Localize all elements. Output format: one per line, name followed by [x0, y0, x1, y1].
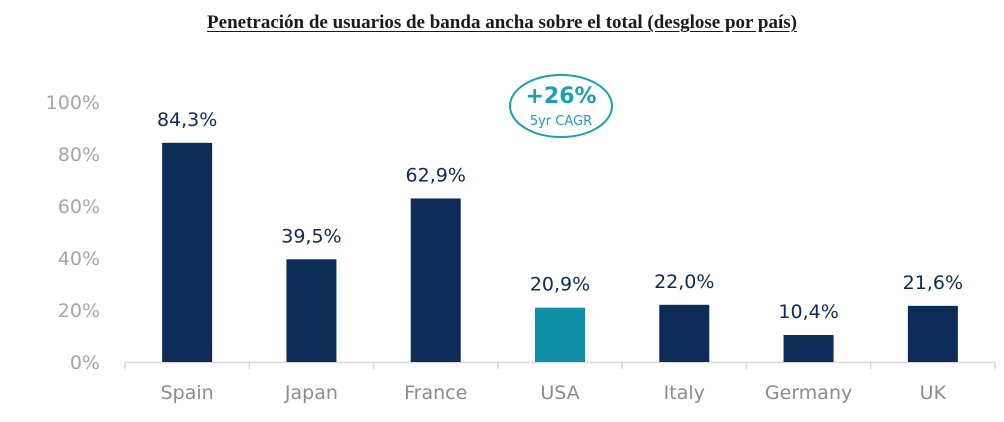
category-label-germany: Germany: [765, 382, 852, 404]
cagr-callout-value: +26%: [525, 84, 596, 109]
category-label-italy: Italy: [664, 382, 705, 404]
y-tick-label: 20%: [58, 300, 100, 322]
bar-japan: [286, 259, 337, 362]
data-label-italy: 22,0%: [654, 271, 714, 293]
cagr-callout-ellipse: [509, 74, 613, 138]
x-axis-tick-marks: [124, 362, 996, 369]
bar-spain: [162, 142, 213, 362]
bar-uk: [907, 305, 958, 362]
bar-france: [410, 198, 461, 362]
data-label-japan: 39,5%: [281, 225, 341, 247]
category-label-usa: USA: [540, 382, 579, 404]
y-axis-ticks: 0% 20% 40% 60% 80% 100%: [46, 92, 100, 374]
cagr-callout-caption: 5yr CAGR: [530, 114, 592, 129]
data-label-spain: 84,3%: [157, 109, 217, 131]
y-tick-label: 100%: [46, 92, 100, 114]
category-label-france: France: [404, 382, 467, 404]
y-tick-label: 40%: [58, 248, 100, 270]
category-label-japan: Japan: [284, 382, 338, 404]
data-label-france: 62,9%: [406, 164, 466, 186]
bars-group: [162, 142, 958, 362]
category-labels-group: Spain Japan France USA Italy Germany UK: [161, 382, 947, 404]
bar-germany: [783, 334, 834, 362]
data-label-germany: 10,4%: [778, 301, 838, 323]
y-tick-label: 80%: [58, 144, 100, 166]
y-tick-label: 0%: [70, 352, 100, 374]
data-label-usa: 20,9%: [530, 274, 590, 296]
cagr-callout: +26% 5yr CAGR: [509, 74, 613, 138]
chart-title: Penetración de usuarios de banda ancha s…: [207, 12, 797, 33]
data-label-uk: 21,6%: [903, 272, 963, 294]
bar-usa: [535, 307, 585, 362]
data-labels-group: 84,3% 39,5% 62,9% 20,9% 22,0% 10,4% 21,6%: [157, 109, 963, 323]
category-label-spain: Spain: [161, 382, 214, 404]
y-tick-label: 60%: [58, 196, 100, 218]
category-label-uk: UK: [920, 382, 947, 404]
bar-italy: [659, 304, 710, 362]
